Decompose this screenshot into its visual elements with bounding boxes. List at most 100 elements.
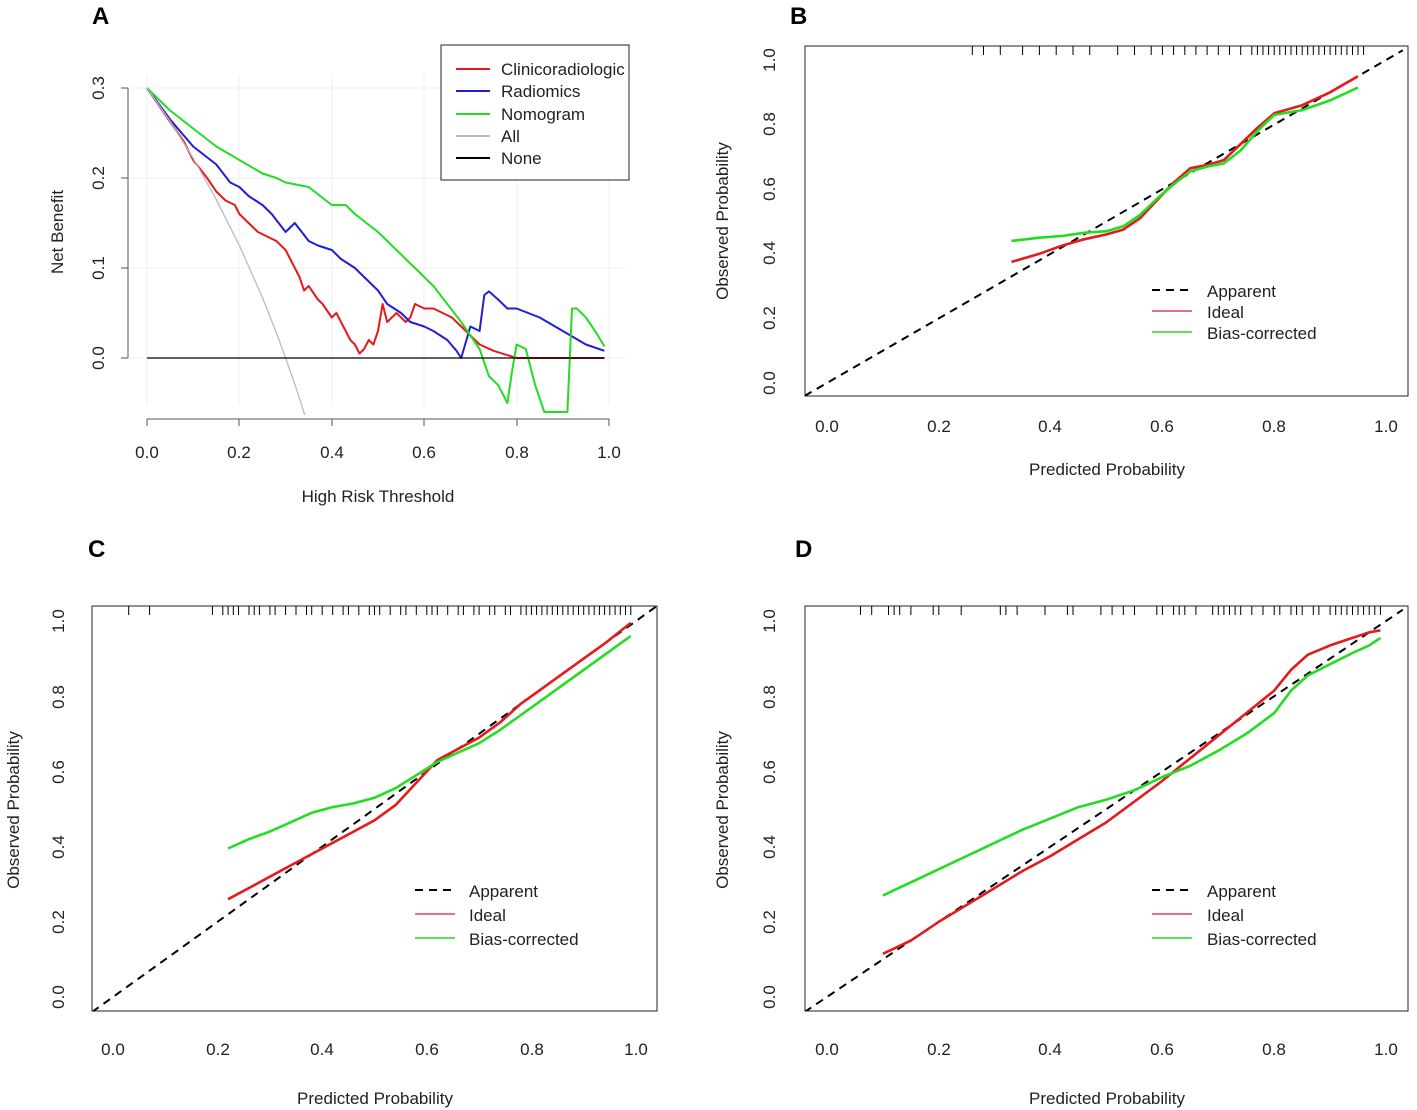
- x-tick-label: 0.4: [310, 1040, 334, 1059]
- series-line-bias-corrected: [882, 636, 1382, 897]
- y-tick-label: 0.0: [760, 985, 779, 1009]
- y-tick-label: 0.4: [760, 241, 779, 265]
- x-tick-label: 0.2: [206, 1040, 230, 1059]
- panel-b: B 0.0 0.2 0.4 0.6 0.8 1.0 Predicted Prob…: [713, 3, 1409, 479]
- x-tick-label: 0.8: [1262, 1040, 1286, 1059]
- x-tick-label: 0.2: [927, 1040, 951, 1059]
- panel-d: D 0.0 0.2 0.4 0.6 0.8 1.0 Predicted Prob…: [713, 536, 1409, 1108]
- y-tick-label: 0.0: [49, 985, 68, 1009]
- panel-a-series: [146, 87, 606, 415]
- legend-label: Bias-corrected: [469, 930, 579, 949]
- x-tick-label: 0.8: [520, 1040, 544, 1059]
- panel-d-x-axis: 0.0 0.2 0.4 0.6 0.8 1.0 Predicted Probab…: [815, 1040, 1398, 1108]
- panel-b-rug: [971, 46, 1365, 55]
- x-tick-label: 1.0: [624, 1040, 648, 1059]
- y-tick-label: 1.0: [49, 609, 68, 633]
- x-tick-label: 0.8: [1262, 417, 1286, 436]
- series-line-bias-corrected: [227, 634, 632, 850]
- x-tick-label: 0.6: [412, 443, 436, 462]
- legend-label: Apparent: [469, 882, 538, 901]
- legend-label: Ideal: [469, 906, 506, 925]
- x-tick-label: 0.0: [101, 1040, 125, 1059]
- legend-label: Ideal: [1207, 303, 1244, 322]
- panel-letter-b: B: [790, 3, 807, 30]
- x-axis-title: Predicted Probability: [297, 1089, 453, 1108]
- legend-label: None: [501, 149, 542, 168]
- legend-label: Nomogram: [501, 105, 585, 124]
- panel-d-legend: Apparent Ideal Bias-corrected: [1152, 882, 1317, 949]
- x-tick-label: 0.2: [227, 443, 251, 462]
- x-axis-title: Predicted Probability: [1029, 1089, 1185, 1108]
- x-tick-label: 1.0: [597, 443, 621, 462]
- series-line-apparent: [805, 49, 1404, 396]
- panel-b-legend: Apparent Ideal Bias-corrected: [1152, 282, 1317, 343]
- legend-label: Bias-corrected: [1207, 324, 1317, 343]
- y-tick-label: 0.2: [89, 166, 108, 190]
- x-tick-label: 0.4: [1038, 1040, 1062, 1059]
- series-line-all: [146, 87, 306, 415]
- panel-c: C 0.0 0.2 0.4 0.6 0.8 1.0 Predicted Prob…: [4, 536, 658, 1108]
- panel-c-rug: [128, 606, 632, 615]
- x-tick-label: 0.4: [320, 443, 344, 462]
- x-tick-label: 0.2: [927, 417, 951, 436]
- panel-letter-c: C: [88, 536, 105, 563]
- y-tick-label: 0.6: [760, 177, 779, 201]
- y-tick-label: 0.0: [760, 371, 779, 395]
- y-tick-label: 0.3: [89, 76, 108, 100]
- y-tick-label: 0.8: [760, 685, 779, 709]
- x-tick-label: 1.0: [1374, 1040, 1398, 1059]
- x-axis-title: Predicted Probability: [1029, 460, 1185, 479]
- y-tick-label: 0.6: [760, 760, 779, 784]
- y-tick-label: 0.2: [49, 910, 68, 934]
- legend-label: Ideal: [1207, 906, 1244, 925]
- y-tick-label: 0.0: [89, 346, 108, 370]
- y-tick-label: 0.2: [760, 306, 779, 330]
- panel-a-legend: Clinicoradiologic Radiomics Nomogram All…: [440, 44, 630, 181]
- y-tick-label: 0.1: [89, 256, 108, 280]
- panel-d-frame: [804, 605, 1409, 1012]
- series-line-nomogram: [146, 87, 606, 413]
- panel-c-x-axis: 0.0 0.2 0.4 0.6 0.8 1.0 Predicted Probab…: [101, 1040, 648, 1108]
- series-line-ideal: [882, 629, 1381, 955]
- legend-label: Radiomics: [501, 82, 580, 101]
- panel-letter-a: A: [92, 3, 109, 30]
- x-tick-label: 0.0: [815, 1040, 839, 1059]
- y-tick-label: 0.4: [760, 835, 779, 859]
- legend-label: Clinicoradiologic: [501, 60, 625, 79]
- x-tick-label: 0.4: [1038, 417, 1062, 436]
- panel-c-y-axis: 0.0 0.2 0.4 0.6 0.8 1.0 Observed Probabi…: [4, 609, 68, 1009]
- panel-d-series: [805, 608, 1404, 1011]
- series-line-apparent: [805, 608, 1404, 1011]
- x-tick-label: 0.6: [1150, 417, 1174, 436]
- panel-b-x-axis: 0.0 0.2 0.4 0.6 0.8 1.0 Predicted Probab…: [815, 417, 1398, 479]
- series-line-ideal: [227, 621, 632, 901]
- panel-a-x-axis: 0.0 0.2 0.4 0.6 0.8 1.0 High Risk Thresh…: [135, 418, 621, 506]
- panel-b-frame: [804, 45, 1409, 397]
- y-tick-label: 0.2: [760, 910, 779, 934]
- x-tick-label: 1.0: [1374, 417, 1398, 436]
- panel-b-y-axis: 0.0 0.2 0.4 0.6 0.8 1.0 Observed Probabi…: [713, 48, 779, 395]
- panel-letter-d: D: [795, 536, 812, 563]
- y-tick-label: 0.8: [760, 112, 779, 136]
- x-tick-label: 0.6: [415, 1040, 439, 1059]
- panel-d-y-axis: 0.0 0.2 0.4 0.6 0.8 1.0 Observed Probabi…: [713, 609, 779, 1009]
- legend-label: All: [501, 127, 520, 146]
- y-axis-title: Observed Probability: [713, 142, 732, 300]
- y-tick-label: 0.4: [49, 835, 68, 859]
- panel-c-series: [92, 606, 657, 1011]
- panel-d-rug: [860, 606, 1381, 615]
- panel-b-series: [805, 49, 1404, 396]
- x-tick-label: 0.8: [505, 443, 529, 462]
- x-tick-label: 0.0: [135, 443, 159, 462]
- y-tick-label: 1.0: [760, 609, 779, 633]
- series-line-bias-corrected: [1011, 86, 1359, 243]
- x-tick-label: 0.0: [815, 417, 839, 436]
- series-line-ideal: [1011, 75, 1359, 264]
- panel-a: A 0.0 0.2 0.4 0.6 0.8 1.0: [48, 3, 630, 506]
- panel-a-y-axis: 0.0 0.1 0.2 0.3 Net Benefit: [48, 76, 129, 370]
- series-line-clinicoradiologic: [146, 87, 605, 359]
- legend-label: Bias-corrected: [1207, 930, 1317, 949]
- x-axis-title: High Risk Threshold: [302, 487, 455, 506]
- y-axis-title: Observed Probability: [713, 731, 732, 889]
